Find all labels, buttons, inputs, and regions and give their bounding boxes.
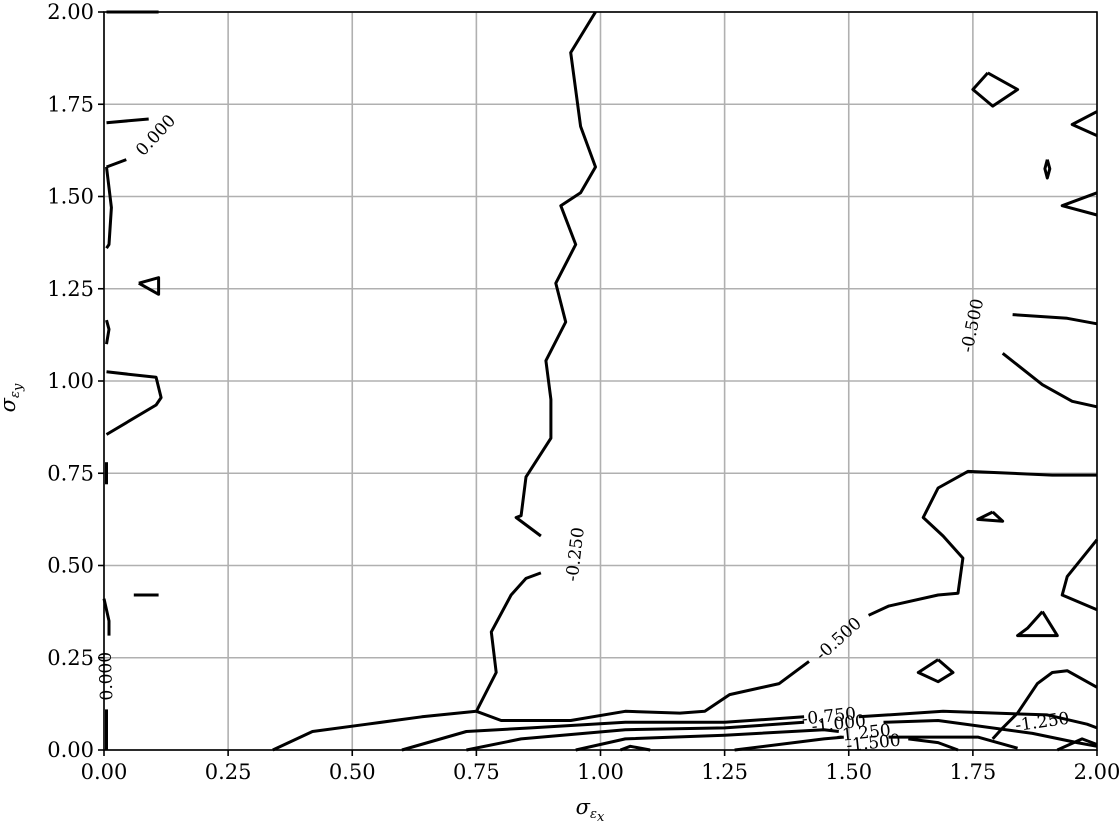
y-tick-label-6: 1.50 bbox=[47, 185, 94, 209]
y-tick-label-5: 1.25 bbox=[47, 277, 94, 301]
x-tick-label-7: 1.75 bbox=[949, 760, 996, 784]
contour-label-4: 0.000 bbox=[96, 652, 118, 701]
contour-line-27 bbox=[858, 709, 1098, 730]
contour-line-35 bbox=[908, 737, 959, 752]
contour-line-6 bbox=[105, 370, 163, 436]
contour-line-1 bbox=[106, 117, 149, 125]
y-axis-ticks: 0.00 0.25 0.50 0.75 1.00 1.25 1.50 1.75 2.00 bbox=[47, 0, 104, 762]
y-tick-label-4: 1.00 bbox=[47, 369, 94, 393]
y-axis-label-group: σεy bbox=[0, 383, 26, 412]
x-tick-label-4: 1.00 bbox=[577, 760, 624, 784]
x-tick-label-1: 0.25 bbox=[205, 760, 252, 784]
contour-line-31 bbox=[888, 735, 1019, 750]
contour-line-11 bbox=[514, 11, 597, 538]
contour-line-24 bbox=[1060, 538, 1099, 612]
x-axis-label-main: σ bbox=[576, 795, 591, 819]
y-axis-label-subsub: y bbox=[11, 383, 26, 392]
y-tick-label-8: 2.00 bbox=[47, 0, 94, 24]
contour-line-9 bbox=[102, 598, 111, 636]
contour-line-16 bbox=[1001, 352, 1098, 409]
contour-line-13 bbox=[867, 469, 1097, 617]
contour-line-32 bbox=[1056, 737, 1098, 752]
x-tick-label-2: 0.50 bbox=[329, 760, 376, 784]
x-tick-label-5: 1.25 bbox=[701, 760, 748, 784]
x-axis-ticks: 0.00 0.25 0.50 0.75 1.00 1.25 1.50 1.75 2.00 bbox=[81, 750, 1119, 784]
x-tick-label-0: 0.00 bbox=[81, 760, 128, 784]
contour-line-3 bbox=[105, 166, 113, 250]
contour-line-34 bbox=[734, 735, 844, 752]
y-axis-label-sub: ε bbox=[8, 391, 23, 398]
x-axis-label: σεx bbox=[576, 795, 605, 825]
y-axis-label-main: σ bbox=[0, 397, 20, 412]
y-tick-label-0: 0.00 bbox=[47, 738, 94, 762]
contour-line-18 bbox=[1070, 110, 1098, 137]
x-axis-label-subsub: x bbox=[597, 810, 605, 825]
contour-line-12 bbox=[272, 571, 542, 752]
y-tick-label-2: 0.50 bbox=[47, 554, 94, 578]
x-axis-label-sub: ε bbox=[590, 807, 597, 822]
contour-line-5 bbox=[105, 319, 111, 345]
contour-line-29 bbox=[883, 719, 1098, 748]
y-tick-label-7: 1.75 bbox=[47, 92, 94, 116]
contour-line-26 bbox=[401, 715, 805, 752]
x-tick-label-6: 1.50 bbox=[825, 760, 872, 784]
contour-line-33 bbox=[619, 744, 651, 752]
y-axis-label: σεy bbox=[0, 383, 26, 412]
contour-line-14 bbox=[475, 660, 810, 722]
contour-line-20 bbox=[1060, 191, 1098, 217]
contour-line-17 bbox=[971, 71, 1020, 108]
x-tick-label-3: 0.75 bbox=[453, 760, 500, 784]
contour-line-30 bbox=[575, 728, 839, 752]
contour-line-21 bbox=[976, 510, 1005, 523]
y-tick-label-1: 0.25 bbox=[47, 646, 94, 670]
y-tick-label-3: 0.75 bbox=[47, 461, 94, 485]
contour-line-22 bbox=[1016, 610, 1059, 638]
contour-line-19 bbox=[1043, 159, 1052, 180]
contour-line-28 bbox=[466, 720, 805, 752]
contour-line-2 bbox=[105, 158, 127, 169]
contour-line-23 bbox=[916, 658, 955, 684]
contour-line-4 bbox=[138, 276, 161, 296]
contour-lines bbox=[102, 10, 1099, 752]
x-tick-label-8: 2.00 bbox=[1074, 760, 1119, 784]
contour-line-15 bbox=[1012, 313, 1098, 326]
